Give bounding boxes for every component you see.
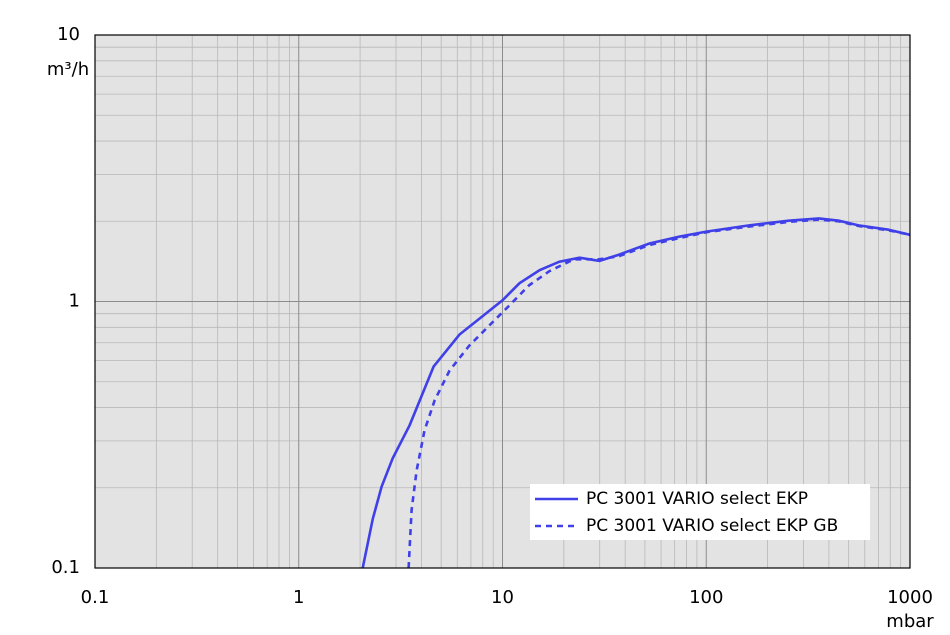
legend: PC 3001 VARIO select EKP PC 3001 VARIO se… [530, 484, 870, 540]
x-tick-label: 100 [689, 587, 723, 608]
x-axis-label: mbar [886, 611, 934, 632]
legend-label: PC 3001 VARIO select EKP GB [586, 516, 838, 536]
x-tick-label: 0.1 [81, 587, 110, 608]
y-tick-label: 1 [69, 291, 80, 312]
legend-box [530, 484, 870, 540]
legend-label: PC 3001 VARIO select EKP [586, 489, 808, 509]
x-tick-label: 1000 [887, 587, 933, 608]
plot-frame [94, 34, 911, 569]
x-tick-label: 1 [293, 587, 304, 608]
y-tick-label: 10 [57, 24, 80, 45]
y-tick-label: 0.1 [51, 557, 80, 578]
x-tick-label: 10 [491, 587, 514, 608]
series-line [407, 218, 911, 569]
y-axis-label: m³/h [47, 59, 89, 80]
